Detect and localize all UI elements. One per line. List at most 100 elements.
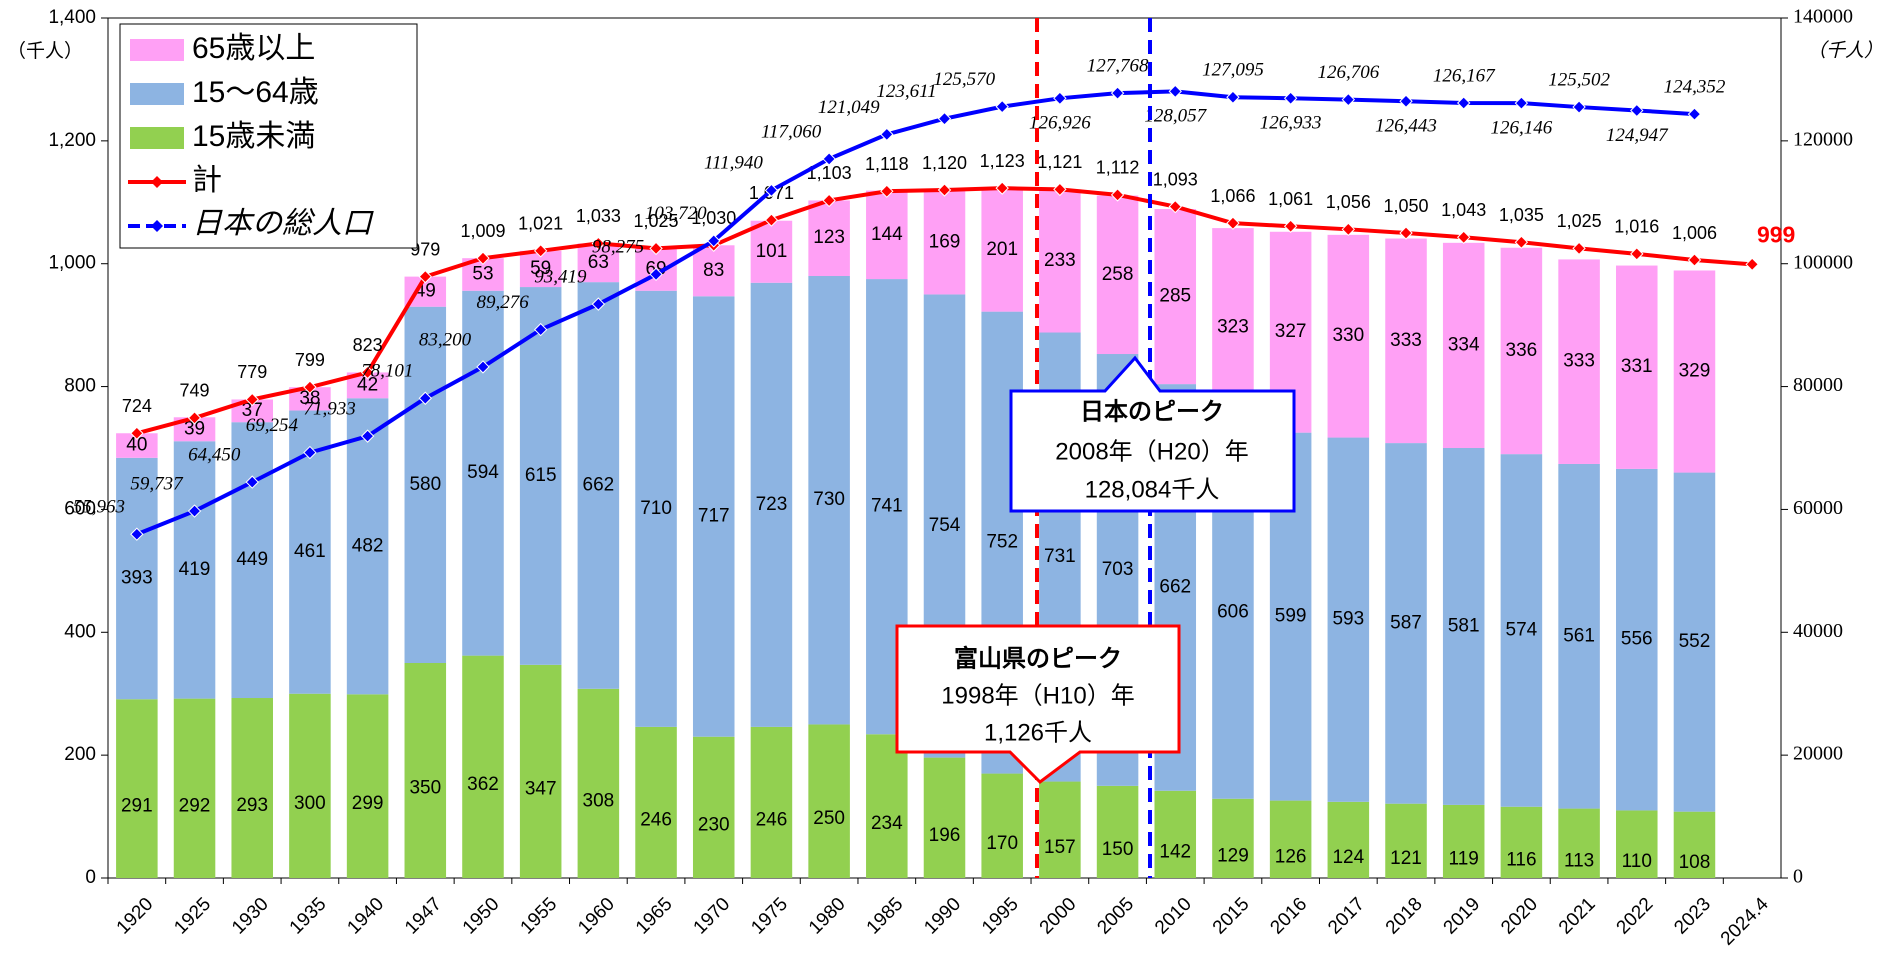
line-marker — [880, 127, 894, 142]
bar-segment — [519, 287, 562, 665]
data-label: 125,502 — [1548, 69, 1610, 90]
segment-label: 83 — [703, 260, 724, 281]
data-label: 1,006 — [1672, 223, 1717, 243]
segment-label: 250 — [813, 808, 845, 829]
data-label: 124,947 — [1606, 125, 1669, 146]
line-marker — [880, 184, 894, 198]
data-label: 127,768 — [1087, 55, 1149, 76]
line-marker — [418, 269, 433, 284]
data-label: 1,123 — [980, 151, 1025, 171]
data-label: 1,016 — [1614, 217, 1659, 237]
bar-segment — [173, 417, 216, 442]
line-marker — [649, 267, 663, 282]
data-label: 71,933 — [303, 398, 355, 419]
segment-label: 329 — [1679, 361, 1711, 382]
callout-text: 1,126千人 — [984, 719, 1092, 746]
bar-segment — [981, 773, 1023, 878]
segment-label: 752 — [986, 532, 1018, 553]
callout-title: 日本のピーク — [1080, 398, 1224, 425]
data-label: 78,101 — [361, 361, 413, 382]
y2-tick-label: 20000 — [1793, 743, 1843, 765]
data-label: 123,611 — [876, 81, 936, 102]
bar-segment — [404, 306, 447, 663]
line-marker — [303, 380, 317, 394]
bar-segment — [1558, 259, 1600, 464]
bar-segment — [981, 188, 1023, 312]
bar-segment — [1385, 803, 1427, 878]
callout-text: 2008年（H20）年 — [1055, 438, 1248, 465]
data-label: 111,940 — [704, 153, 763, 174]
line-marker — [707, 234, 721, 248]
segment-label: 662 — [583, 474, 615, 495]
bar-segment — [1442, 242, 1485, 448]
data-label: 724 — [122, 396, 152, 416]
bar-segment — [231, 399, 273, 423]
segment-label: 144 — [871, 224, 903, 245]
line-marker — [1110, 188, 1125, 202]
bar-segment — [1385, 238, 1427, 444]
data-label: 103,720 — [645, 203, 707, 224]
legend-swatch — [130, 39, 184, 61]
y-tick-label: 800 — [64, 376, 96, 397]
segment-label: 201 — [986, 239, 1018, 260]
bar-segment — [116, 699, 158, 878]
data-label: 83,200 — [419, 329, 472, 350]
segment-label: 731 — [1044, 546, 1076, 567]
line-marker — [1514, 96, 1529, 110]
segment-label: 574 — [1506, 619, 1538, 640]
segment-label: 196 — [929, 825, 961, 846]
data-label: 125,570 — [933, 69, 995, 90]
segment-label: 299 — [352, 793, 384, 814]
segment-label: 606 — [1217, 602, 1249, 623]
segment-label: 233 — [1044, 250, 1076, 271]
segment-label: 482 — [352, 535, 384, 556]
bar-segment — [808, 724, 850, 878]
data-label: 126,443 — [1375, 116, 1437, 137]
bar-segment — [1500, 247, 1543, 455]
segment-label: 347 — [525, 778, 557, 799]
line-marker — [1283, 219, 1298, 233]
callout-text: 1998年（H10）年 — [941, 682, 1134, 709]
segment-label: 336 — [1506, 340, 1538, 361]
data-label: 126,146 — [1491, 117, 1553, 138]
line-series — [136, 89, 1695, 537]
bar-segment — [289, 693, 331, 878]
segment-label: 246 — [756, 809, 788, 830]
segment-label: 327 — [1275, 321, 1307, 342]
data-label: 1,030 — [691, 208, 736, 228]
bar-segment — [1096, 785, 1139, 878]
segment-label: 581 — [1448, 615, 1480, 636]
line-marker — [764, 183, 779, 198]
bar-segment — [808, 276, 850, 725]
bar-segment — [1616, 265, 1658, 469]
bar-segment — [1327, 801, 1370, 878]
line-marker — [1168, 84, 1182, 99]
bar-segment — [1039, 781, 1081, 878]
segment-label: 258 — [1102, 264, 1134, 285]
y-tick-label: 1,200 — [48, 130, 96, 151]
line-marker — [1572, 100, 1586, 114]
y2-tick-label: 80000 — [1793, 374, 1843, 396]
line-marker — [822, 193, 836, 208]
segment-label: 291 — [121, 796, 153, 817]
segment-label: 101 — [756, 241, 788, 262]
bar-segment — [1500, 806, 1543, 878]
y-tick-label: 600 — [64, 498, 96, 519]
line-marker — [1110, 86, 1125, 100]
line-marker — [1687, 107, 1702, 121]
segment-label: 157 — [1044, 837, 1076, 858]
legend-label: 65歳以上 — [192, 32, 315, 65]
data-label: 1,033 — [576, 206, 621, 226]
line-marker — [187, 504, 202, 518]
line-marker — [591, 297, 606, 311]
bar-segment — [750, 726, 793, 878]
line-marker — [1053, 91, 1067, 106]
y2-tick-label: 140000 — [1793, 6, 1853, 28]
segment-label: 556 — [1621, 629, 1653, 650]
line-marker — [1457, 230, 1471, 245]
bar-segment — [577, 688, 620, 878]
line-marker — [1168, 199, 1182, 214]
line-marker — [1341, 92, 1356, 107]
line-marker — [187, 411, 202, 425]
y-tick-label: 1,400 — [48, 7, 96, 28]
